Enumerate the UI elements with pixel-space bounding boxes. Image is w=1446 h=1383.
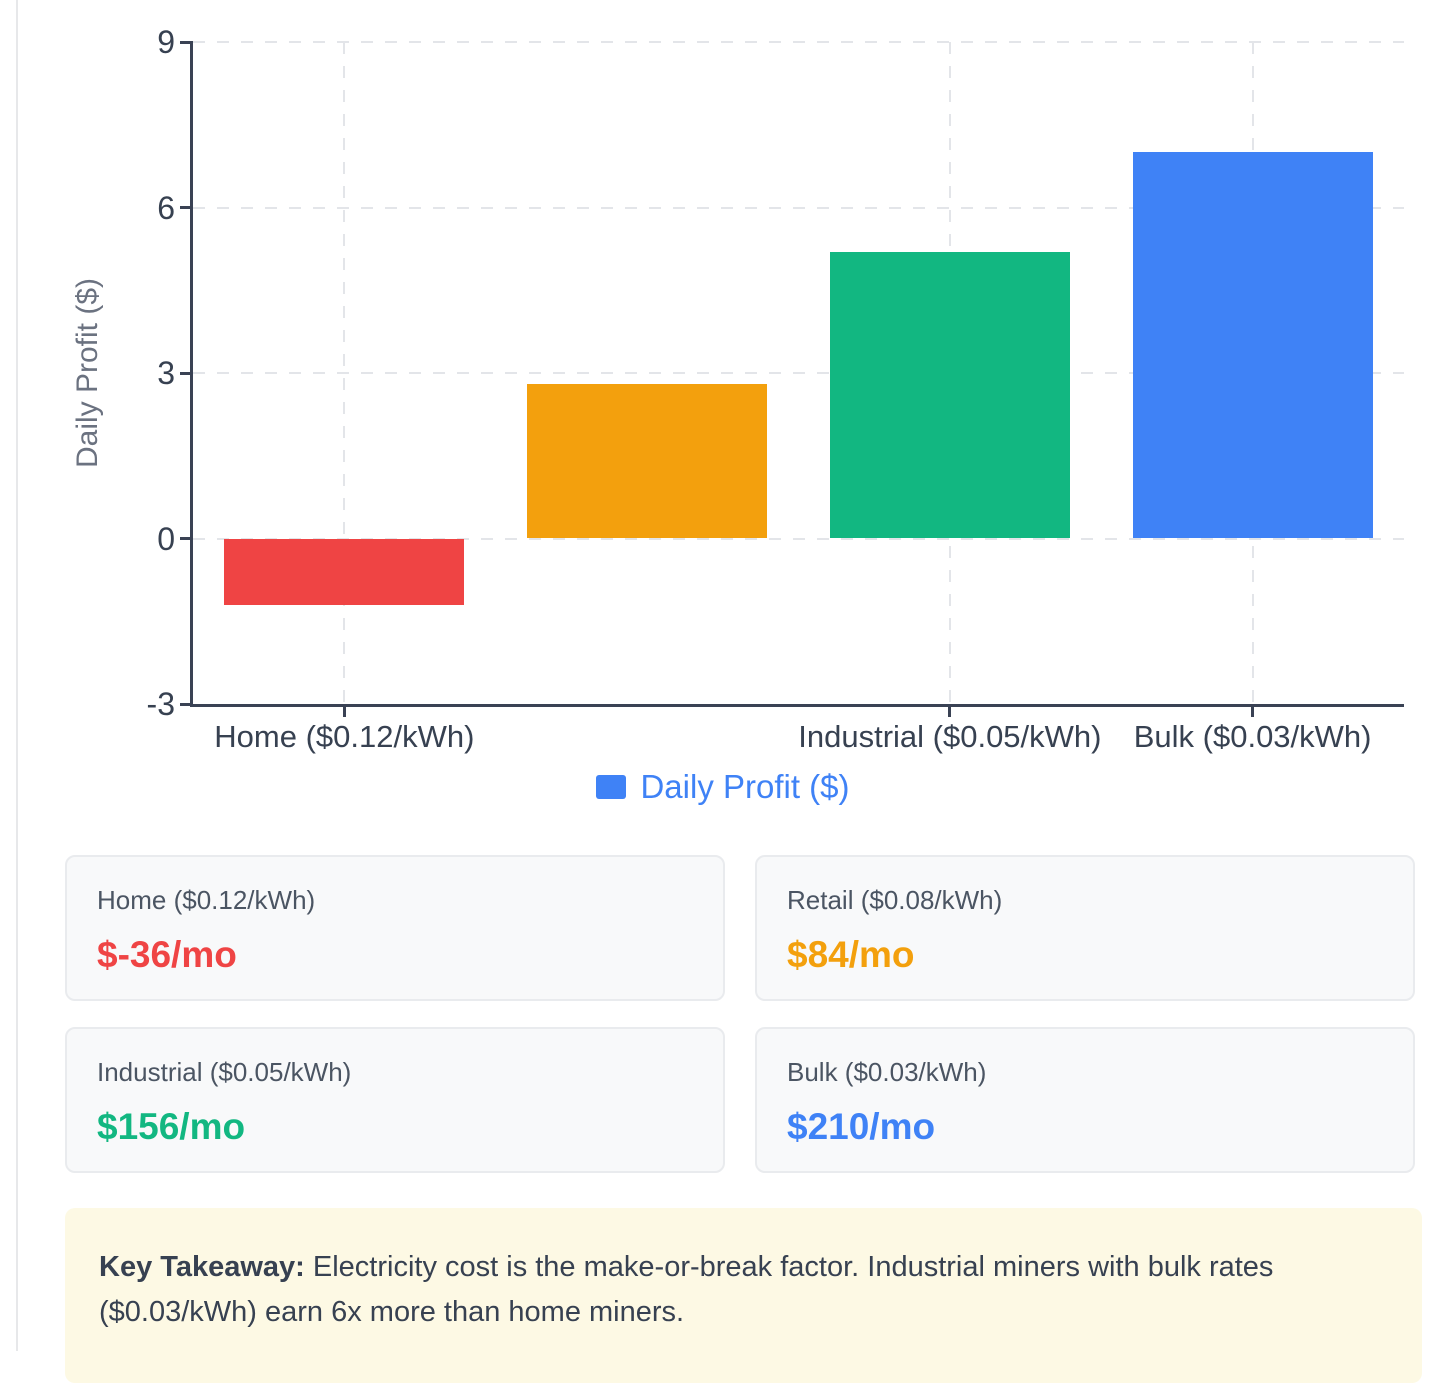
bar-Bulk ($0.03/kWh) (1132, 152, 1373, 539)
legend-label: Daily Profit ($) (640, 768, 850, 805)
y-tick-3 (180, 371, 193, 375)
y-tick-9 (180, 40, 193, 44)
bar-Industrial ($0.05/kWh) (829, 251, 1070, 539)
bar-Home ($0.12/kWh) (224, 538, 465, 605)
card-home-label: Home ($0.12/kWh) (97, 885, 316, 915)
x-tick-2 (948, 704, 952, 717)
card-value-3: $210/mo (787, 1106, 936, 1147)
note-bold-label: Key Takeaway: (99, 1251, 305, 1283)
card-value-2: $156/mo (97, 1106, 246, 1147)
bar-Retail ($0.08/kWh) (527, 384, 768, 539)
legend-swatch (596, 774, 627, 799)
y-tick-label-9: 9 (157, 24, 175, 60)
card-retail: Retail ($0.08/kWh) $84/mo (755, 855, 1415, 1001)
x-tick-label-0: Home ($0.12/kWh) (214, 719, 475, 754)
y-tick-6 (180, 206, 193, 209)
gridline-x-0 (343, 42, 346, 704)
x-tick-label-3: Bulk ($0.03/kWh) (1133, 719, 1372, 754)
chart-legend-item[interactable]: Daily Profit ($) (0, 770, 1446, 803)
card-industrial: Industrial ($0.05/kWh) $156/mo (65, 1027, 725, 1173)
summary-cards-grid: Home ($0.12/kWh) $-36/mo Retail ($0.08/k… (65, 855, 1415, 1173)
y-tick-label--3: -3 (146, 686, 175, 722)
x-tick-label-2: Industrial ($0.05/kWh) (798, 719, 1102, 754)
gridline-y-0 (193, 537, 1404, 540)
page-left-border (16, 0, 18, 1351)
x-tick-0 (342, 704, 346, 717)
gridline-y-6 (193, 206, 1404, 209)
card-bulk: Bulk ($0.03/kWh) $210/mo (755, 1027, 1415, 1173)
y-tick-0 (180, 537, 193, 540)
daily-profit-bar-chart: Daily Profit ($) 9 6 3 0 -3 Home ($0.12/kWh) I… (71, 24, 1404, 754)
x-axis-line (190, 704, 1404, 707)
y-tick-label-0: 0 (157, 520, 175, 557)
y-tick--3 (180, 702, 193, 706)
card-industrial-label: Industrial ($0.05/kWh) (97, 1057, 352, 1087)
gridline-y-3 (193, 372, 1404, 374)
note-text: Electricity cost is the make-or-break fa… (99, 1251, 1274, 1328)
card-retail-label: Retail ($0.08/kWh) (787, 885, 1003, 915)
card-home: Home ($0.12/kWh) $-36/mo (65, 855, 725, 1001)
y-tick-label-6: 6 (157, 189, 175, 226)
card-bulk-label: Bulk ($0.03/kWh) (787, 1057, 987, 1087)
gridline-y-9 (193, 41, 1404, 43)
y-axis-line (190, 42, 193, 707)
card-value-1: $84/mo (787, 934, 915, 975)
y-tick-label-3: 3 (157, 355, 175, 391)
key-takeaway-note: Key Takeaway: Electricity cost is the ma… (65, 1208, 1422, 1383)
x-tick-3 (1251, 704, 1255, 717)
card-value-0: $-36/mo (97, 934, 237, 975)
